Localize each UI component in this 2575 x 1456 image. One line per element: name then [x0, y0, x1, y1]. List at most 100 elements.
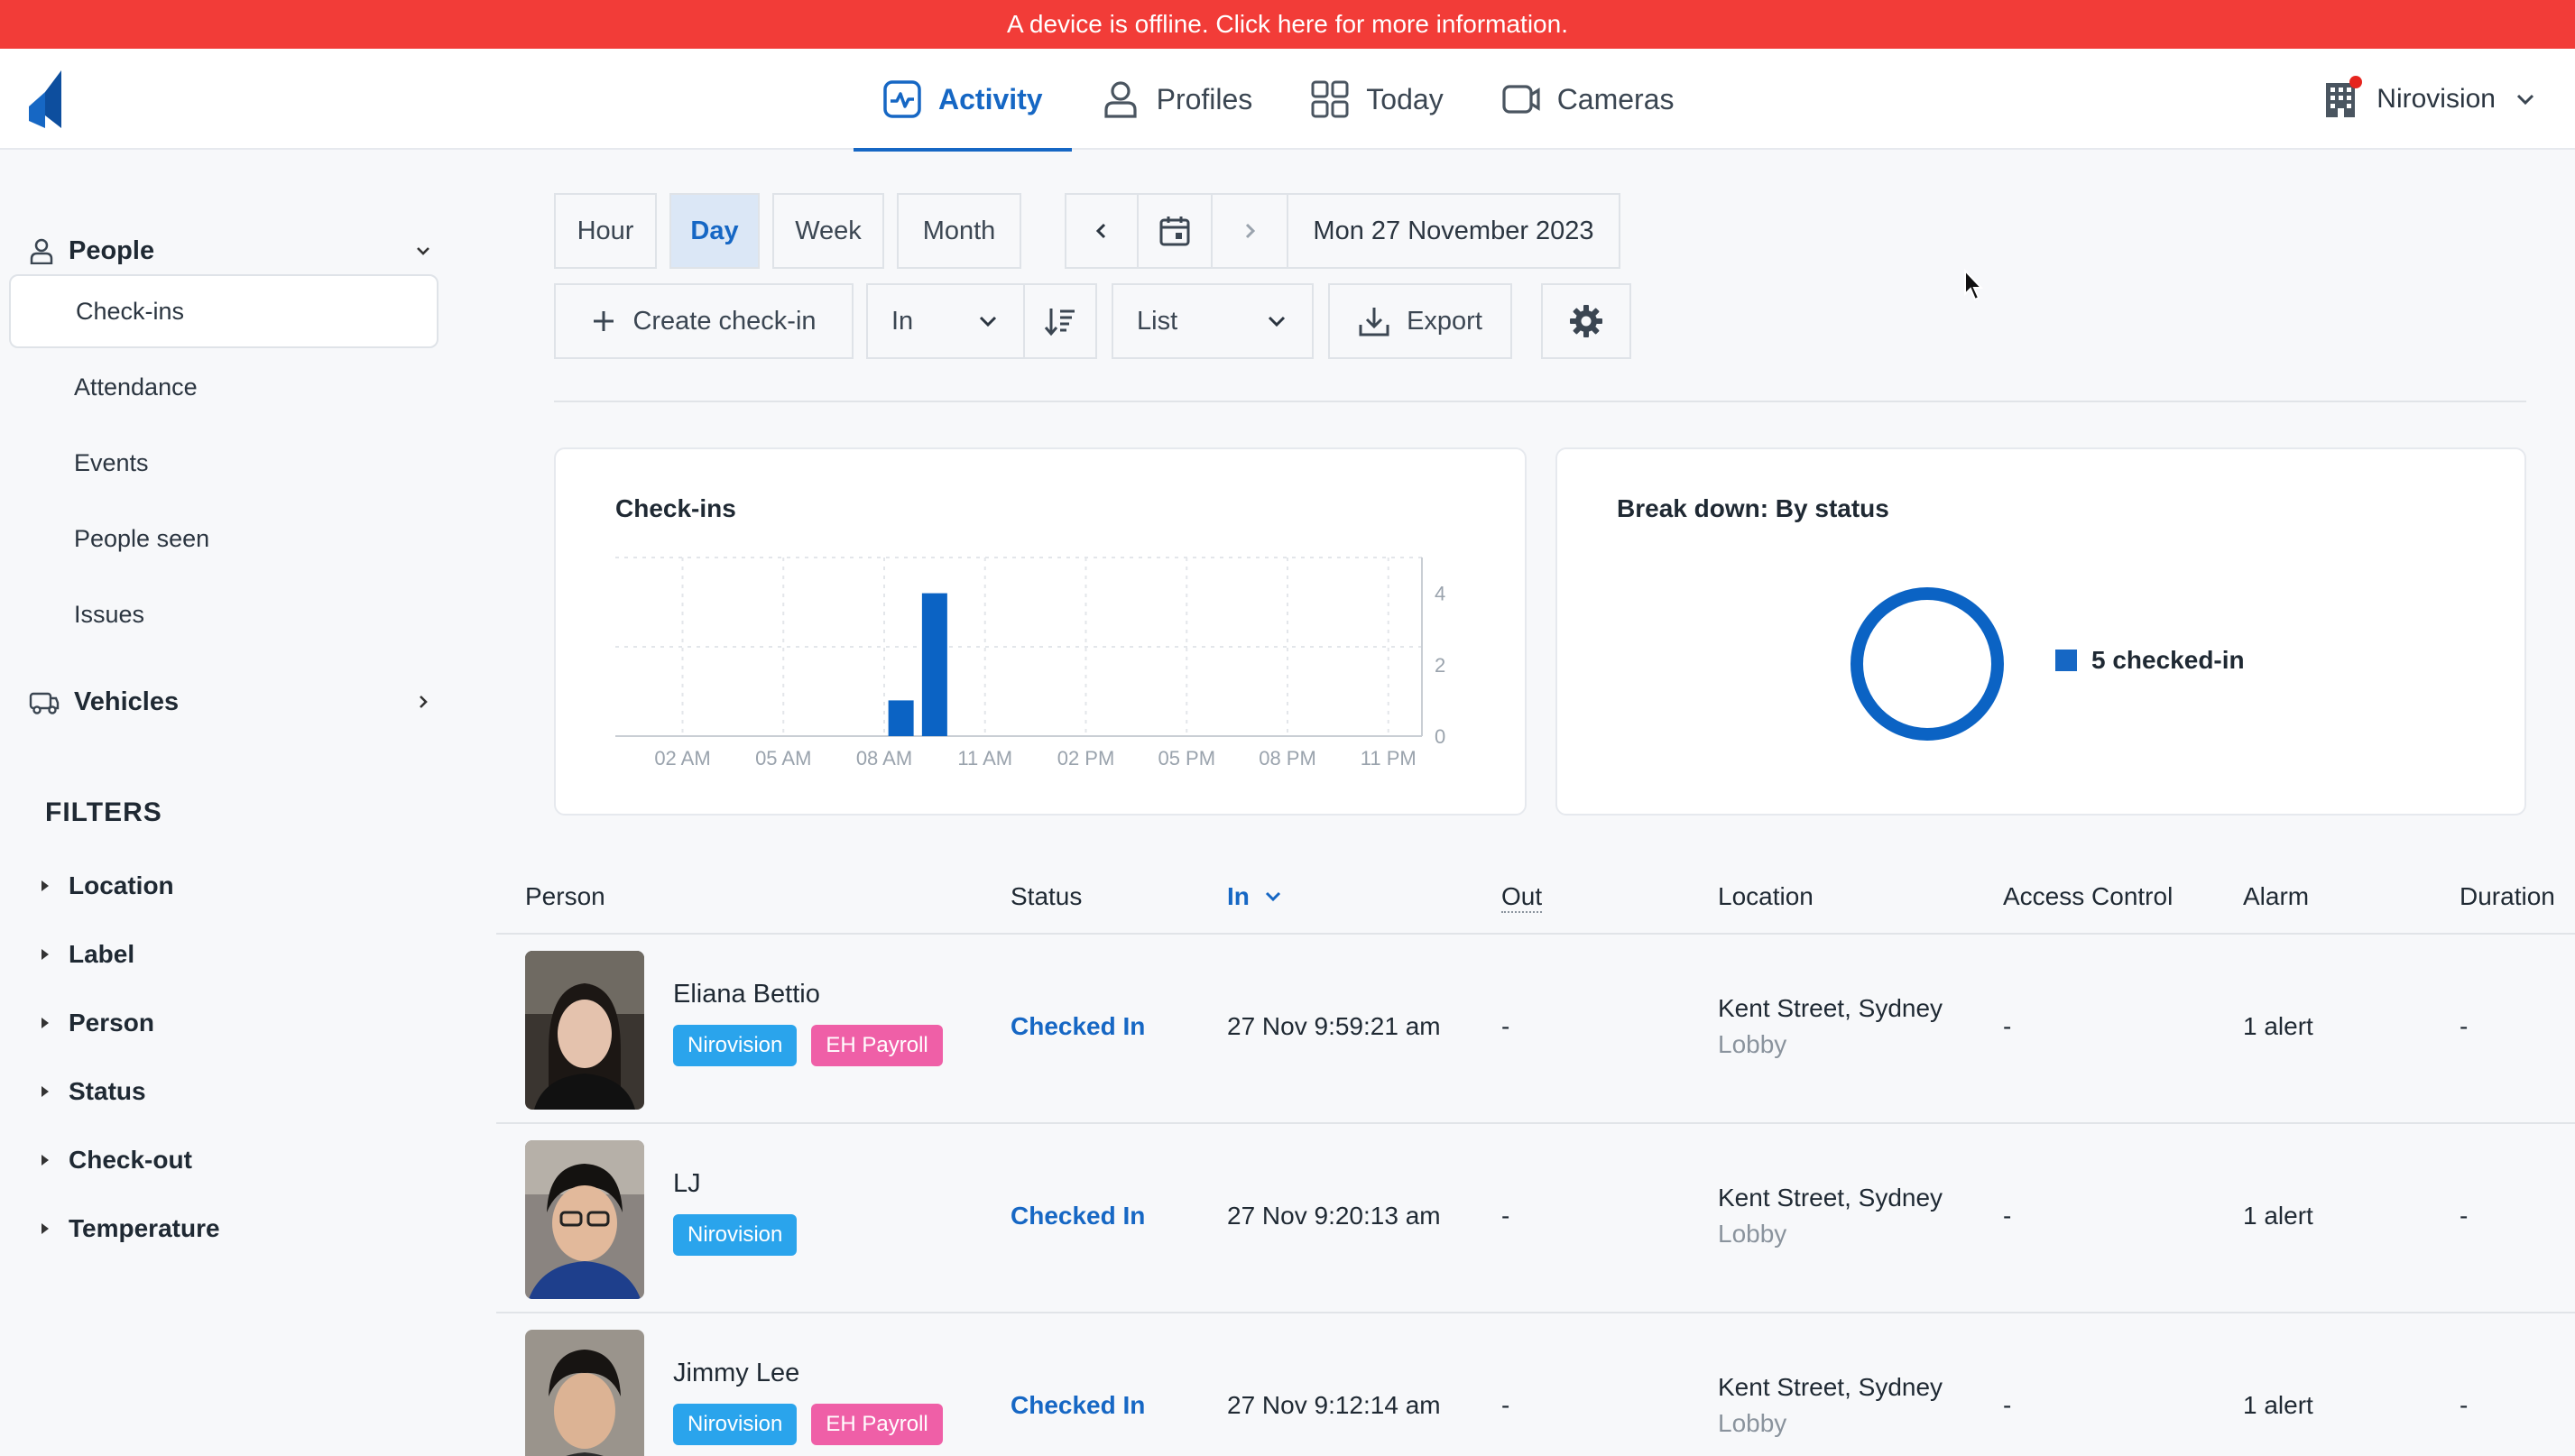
period-month-label: Month	[922, 216, 996, 245]
filter-label: Label	[69, 940, 135, 968]
tab-profiles[interactable]: Profiles	[1072, 49, 1282, 150]
table-row[interactable]: LJ Nirovision Checked In 27 Nov 9:20:13 …	[496, 1124, 2575, 1313]
person-icon	[30, 238, 53, 264]
grid-icon	[1311, 80, 1349, 118]
alarm-value: 1 alert	[2243, 1391, 2313, 1419]
column-out[interactable]: Out	[1501, 882, 1543, 913]
column-in[interactable]: In	[1227, 882, 1284, 911]
calendar-button[interactable]	[1137, 193, 1213, 269]
status-link[interactable]: Checked In	[1011, 1012, 1146, 1040]
sidebar-item-people-seen[interactable]: People seen	[9, 502, 438, 576]
breakdown-title: Break down: By status	[1617, 494, 1889, 522]
view-mode-select[interactable]: List	[1112, 283, 1314, 359]
next-date-button[interactable]	[1211, 193, 1288, 269]
status-donut-chart	[1850, 587, 2004, 741]
filter-person[interactable]: Person	[42, 1001, 154, 1045]
settings-button[interactable]	[1541, 283, 1631, 359]
mouse-cursor-icon	[1964, 269, 1984, 301]
person-name: Jimmy Lee	[673, 1359, 800, 1387]
sidebar-item-check-ins[interactable]: Check-ins	[9, 274, 438, 348]
previous-date-button[interactable]	[1065, 193, 1139, 269]
nirovision-logo[interactable]	[25, 70, 65, 128]
person-photo[interactable]	[525, 1140, 644, 1299]
access-control-value: -	[2003, 1391, 2012, 1419]
x-tick-label: 02 PM	[1057, 747, 1115, 769]
organisation-name: Nirovision	[2377, 84, 2496, 114]
vehicle-icon	[29, 692, 60, 714]
download-icon	[1359, 308, 1389, 336]
export-label: Export	[1407, 306, 1482, 336]
sidebar-item-events[interactable]: Events	[9, 426, 438, 500]
filter-location[interactable]: Location	[42, 864, 174, 908]
direction-select[interactable]: In	[866, 283, 1025, 359]
person-photo[interactable]	[525, 951, 644, 1110]
period-day-button[interactable]: Day	[669, 193, 760, 269]
period-week-button[interactable]: Week	[772, 193, 884, 269]
tab-activity[interactable]: Activity	[854, 49, 1072, 152]
table-row[interactable]: Jimmy Lee Nirovision EH Payroll Checked …	[496, 1313, 2575, 1456]
sidebar-item-label: Check-ins	[76, 297, 185, 325]
person-photo[interactable]	[525, 1330, 644, 1456]
filter-status[interactable]: Status	[42, 1070, 146, 1113]
caret-right-icon	[42, 1018, 49, 1028]
legend-swatch	[2055, 650, 2077, 671]
period-month-button[interactable]: Month	[897, 193, 1021, 269]
tag-badge: EH Payroll	[811, 1404, 943, 1445]
column-person[interactable]: Person	[525, 882, 605, 910]
location-site: Kent Street, Sydney	[1718, 1184, 1943, 1212]
check-in-time: 27 Nov 9:12:14 am	[1227, 1391, 1441, 1419]
x-tick-label: 08 AM	[856, 747, 912, 769]
sidebar-group-people[interactable]: People	[29, 226, 444, 276]
filter-check-out[interactable]: Check-out	[42, 1138, 192, 1182]
alarm-value: 1 alert	[2243, 1012, 2313, 1040]
chevron-down-icon	[979, 316, 997, 327]
check-ins-bar-chart: 0 2 4 02 AM 05 AM 08 AM 11 AM 02 PM 05 PM 08 PM 11…	[615, 557, 1445, 769]
column-access-control[interactable]: Access Control	[2003, 882, 2174, 910]
column-status[interactable]: Status	[1011, 882, 1083, 910]
column-alarm[interactable]: Alarm	[2243, 882, 2310, 910]
location-site: Kent Street, Sydney	[1718, 994, 1943, 1022]
filter-label: Person	[69, 1009, 154, 1037]
sidebar-item-issues[interactable]: Issues	[9, 577, 438, 651]
chevron-down-icon	[1265, 891, 1280, 902]
table-row[interactable]: Eliana Bettio Nirovision EH Payroll Chec…	[496, 935, 2575, 1124]
sidebar-item-label: Attendance	[74, 373, 198, 401]
y-tick-label: 0	[1435, 725, 1445, 748]
filter-temperature[interactable]: Temperature	[42, 1207, 220, 1250]
person-tags: Nirovision EH Payroll	[673, 1404, 943, 1445]
status-link[interactable]: Checked In	[1011, 1391, 1146, 1419]
organisation-switcher[interactable]: Nirovision	[2322, 49, 2537, 150]
column-duration[interactable]: Duration	[2460, 882, 2555, 910]
duration-value: -	[2460, 1391, 2469, 1419]
chevron-left-icon	[1095, 223, 1106, 239]
x-tick-label: 05 PM	[1158, 747, 1215, 769]
alarm-value: 1 alert	[2243, 1202, 2313, 1230]
export-button[interactable]: Export	[1328, 283, 1512, 359]
date-display[interactable]: Mon 27 November 2023	[1287, 193, 1620, 269]
tag-badge: Nirovision	[673, 1404, 798, 1445]
check-in-time: 27 Nov 9:59:21 am	[1227, 1012, 1441, 1040]
access-control-value: -	[2003, 1012, 2012, 1040]
chevron-down-icon	[1268, 316, 1286, 327]
location-site: Kent Street, Sydney	[1718, 1373, 1943, 1401]
status-link[interactable]: Checked In	[1011, 1202, 1146, 1230]
tab-cameras[interactable]: Cameras	[1472, 49, 1703, 150]
period-hour-label: Hour	[577, 216, 634, 245]
period-hour-button[interactable]: Hour	[554, 193, 657, 269]
sort-order-button[interactable]	[1023, 283, 1097, 359]
breakdown-legend: 5 checked-in	[2055, 646, 2245, 675]
create-check-in-button[interactable]: Create check-in	[554, 283, 854, 359]
sidebar-item-attendance[interactable]: Attendance	[9, 350, 438, 424]
offline-banner[interactable]: A device is offline. Click here for more…	[0, 0, 2575, 49]
column-location[interactable]: Location	[1718, 882, 1814, 910]
filter-label[interactable]: Label	[42, 933, 134, 976]
date-display-text: Mon 27 November 2023	[1313, 216, 1594, 245]
filters-title: FILTERS	[45, 797, 162, 827]
toolbar-divider	[554, 401, 2526, 402]
period-day-label: Day	[690, 216, 739, 245]
sidebar-group-vehicles[interactable]: Vehicles	[29, 677, 444, 727]
sidebar-item-label: Issues	[74, 600, 145, 628]
sidebar-item-label: Events	[74, 448, 149, 476]
tab-today[interactable]: Today	[1281, 49, 1472, 150]
check-ins-chart-title: Check-ins	[615, 494, 736, 522]
